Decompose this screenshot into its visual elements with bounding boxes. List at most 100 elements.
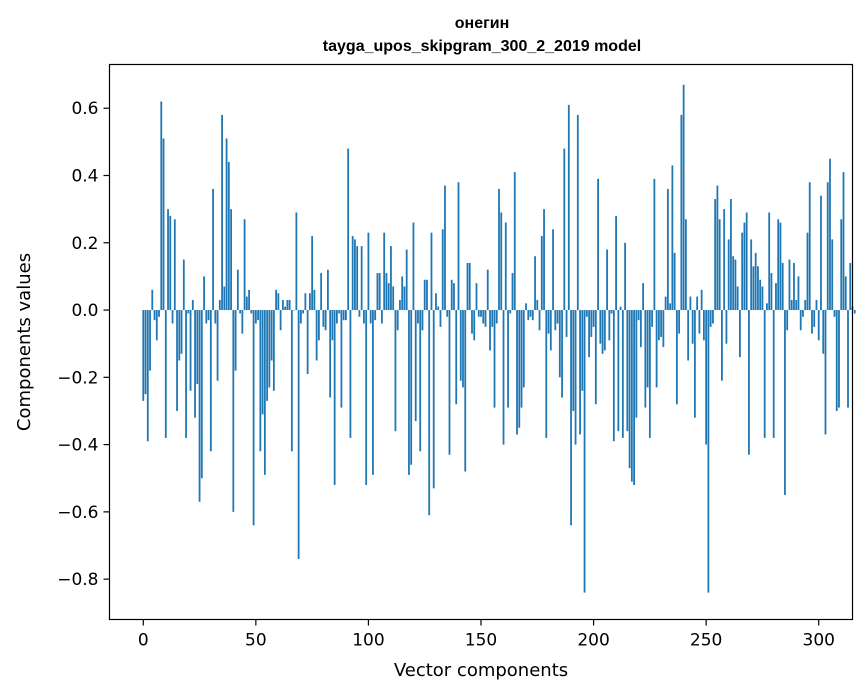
bar	[236, 269, 239, 311]
bar	[482, 310, 485, 324]
bar	[644, 310, 647, 408]
bar	[793, 262, 795, 311]
bar	[426, 279, 428, 311]
bar	[660, 310, 663, 337]
bar	[777, 219, 780, 311]
bar	[315, 310, 318, 361]
bar	[169, 215, 172, 311]
bar	[270, 310, 273, 361]
x-tick-label: 150	[465, 631, 497, 651]
bar	[628, 310, 631, 469]
bar	[155, 310, 158, 341]
bar	[347, 148, 350, 311]
bar	[178, 310, 181, 361]
bar	[700, 289, 703, 311]
bar	[421, 310, 424, 331]
bar	[338, 310, 341, 314]
bar	[579, 310, 581, 435]
bar	[327, 269, 329, 311]
y-tick-label: −0.2	[57, 368, 98, 388]
bar	[153, 310, 156, 321]
bar	[824, 310, 827, 435]
bar	[462, 310, 464, 388]
bar	[509, 310, 512, 314]
bar	[750, 239, 753, 311]
bar	[394, 310, 397, 432]
bar	[513, 172, 516, 311]
x-tick-label: 250	[690, 631, 722, 651]
bar	[221, 114, 223, 311]
bar	[205, 310, 208, 324]
bar	[718, 219, 721, 311]
bar	[748, 310, 750, 455]
bar	[218, 299, 221, 311]
bar	[437, 306, 440, 311]
bar	[281, 299, 284, 311]
bar	[189, 310, 192, 391]
bar	[167, 209, 169, 311]
bar	[342, 310, 345, 321]
bar	[813, 310, 816, 327]
y-tick-label: 0.2	[71, 234, 98, 254]
bar	[286, 299, 289, 311]
bar	[639, 310, 642, 348]
bar	[822, 310, 825, 354]
x-axis-ticks: 0 50 100 150 200 250 300	[138, 619, 835, 651]
bar	[693, 310, 696, 418]
bar	[185, 310, 187, 438]
bar	[599, 310, 602, 344]
bar	[678, 310, 681, 334]
bar	[799, 310, 802, 331]
bar	[617, 310, 620, 432]
bar	[491, 310, 494, 327]
bar	[279, 310, 282, 331]
bar	[475, 283, 478, 311]
bar	[621, 310, 624, 438]
bar	[788, 259, 791, 311]
bar	[745, 212, 748, 311]
bar	[522, 310, 525, 388]
bar	[538, 310, 541, 331]
bar	[450, 279, 453, 311]
bar	[619, 306, 622, 311]
bar	[363, 310, 365, 324]
bar	[552, 229, 554, 311]
bar	[459, 310, 462, 381]
bar	[455, 310, 458, 405]
bar	[651, 310, 654, 327]
bar	[757, 266, 759, 311]
bar	[484, 310, 487, 327]
bar	[653, 178, 656, 311]
bar	[806, 232, 809, 311]
bar	[200, 310, 203, 479]
bar	[707, 310, 710, 593]
bar	[739, 310, 741, 358]
bar	[302, 310, 305, 314]
x-tick-label: 100	[352, 631, 384, 651]
bar	[786, 310, 789, 331]
bar	[507, 310, 509, 408]
bar	[453, 283, 455, 311]
bar	[761, 286, 764, 311]
bar	[504, 222, 507, 311]
bar	[642, 283, 645, 311]
bar	[759, 279, 762, 311]
x-axis-label: Vector components	[394, 660, 568, 681]
bar	[712, 310, 714, 324]
bar	[662, 310, 665, 348]
bar	[734, 259, 737, 311]
bar	[795, 299, 798, 311]
bar	[664, 296, 667, 311]
bar	[727, 239, 730, 311]
y-axis-label: Components values	[14, 253, 35, 431]
bar	[516, 310, 518, 435]
bar	[511, 273, 514, 311]
bar	[691, 310, 694, 344]
x-tick-label: 0	[138, 631, 149, 651]
bar	[847, 310, 849, 408]
bar	[351, 236, 354, 311]
bar	[576, 114, 579, 311]
bar	[232, 310, 235, 512]
bar	[558, 310, 561, 378]
